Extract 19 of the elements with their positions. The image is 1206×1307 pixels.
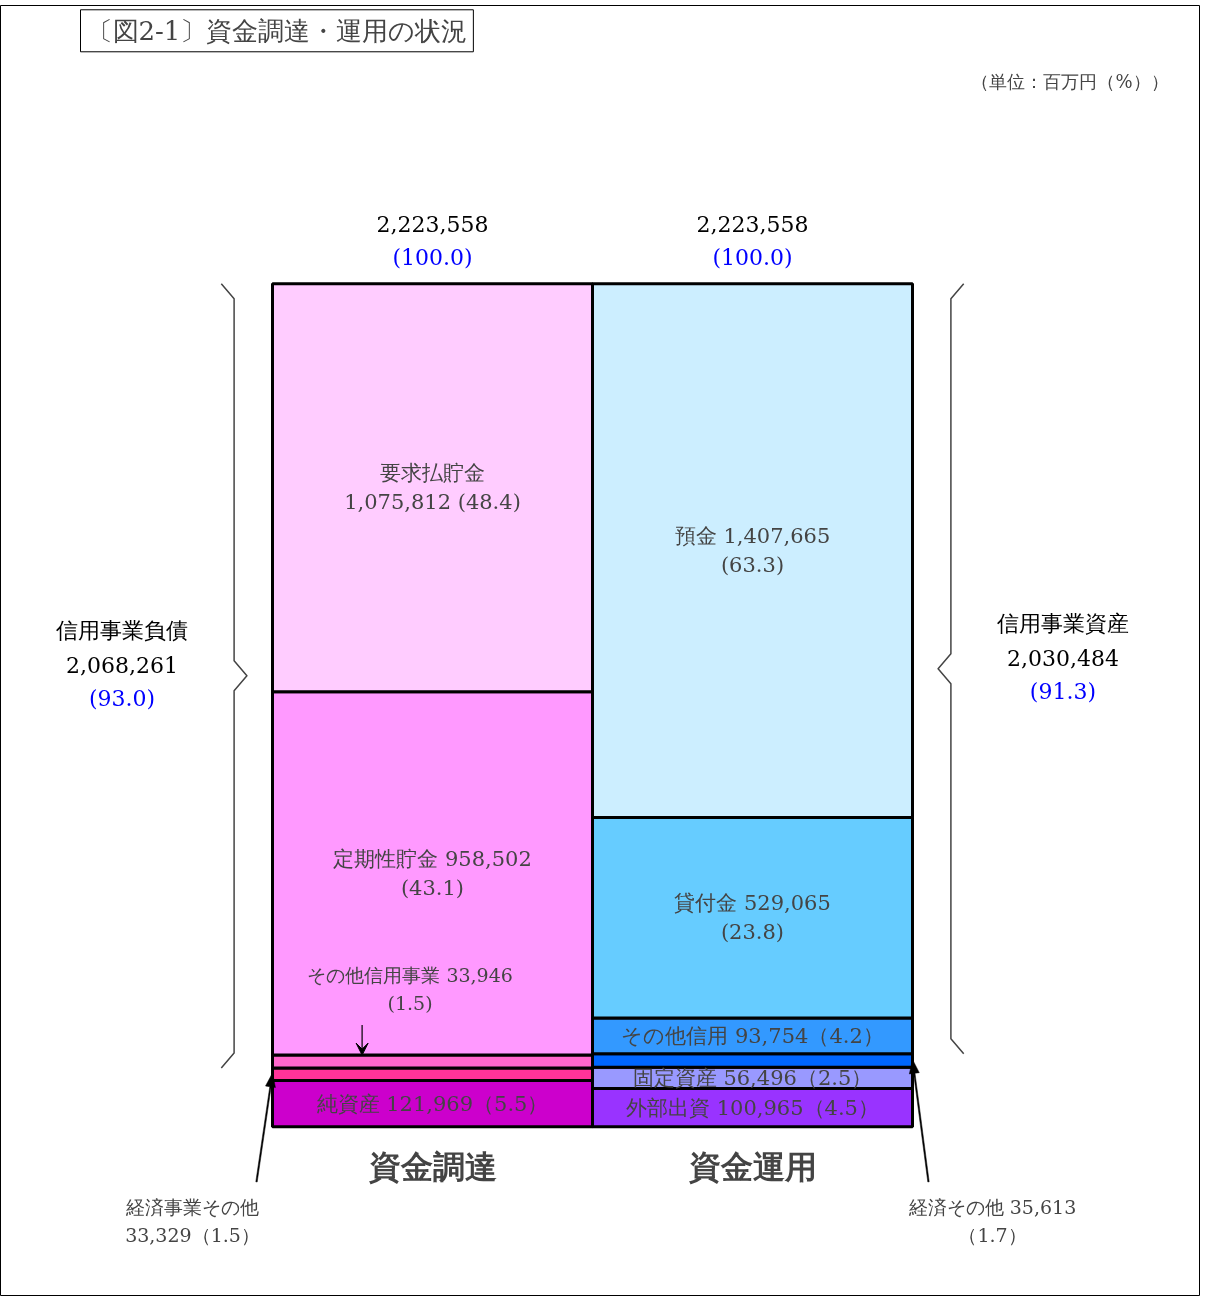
total-label: 2,223,558 (100.0)	[696, 211, 809, 271]
data-label: 定期性貯金 958,502 (43.1)	[333, 846, 532, 900]
total-label: 2,223,558 (100.0)	[376, 211, 489, 271]
data-label: 純資産 121,969（5.5）	[316, 1091, 549, 1116]
text: 信用事業負債 2,068,261 (93.0)	[56, 618, 189, 712]
x-tick-label: 資金調達	[367, 1147, 497, 1186]
text: 信用事業資産 2,030,484 (91.3)	[996, 611, 1129, 705]
data-label: 固定資産 56,496（2.5）	[632, 1065, 873, 1090]
chart-title: 〔図2-1〕資金調達・運用の状況	[86, 15, 468, 46]
annotation: その他信用事業 33,946 (1.5)	[307, 964, 513, 1015]
text: （単位：百万円（%））	[971, 70, 1169, 92]
data-label: その他信用 93,754（4.2）	[621, 1023, 884, 1048]
text: 経済その他 35,613 （1.7）	[907, 1195, 1077, 1246]
data-label: 外部出資 100,965（4.5）	[626, 1095, 879, 1120]
data-label: 預金 1,407,665 (63.3)	[674, 524, 831, 578]
x-tick-label: 資金運用	[687, 1147, 817, 1186]
text: 経済事業その他 33,329（1.5）	[125, 1195, 260, 1246]
data-label: 要求払貯金 1,075,812 (48.4)	[344, 461, 521, 515]
data-label: 貸付金 529,065 (23.8)	[674, 891, 831, 945]
